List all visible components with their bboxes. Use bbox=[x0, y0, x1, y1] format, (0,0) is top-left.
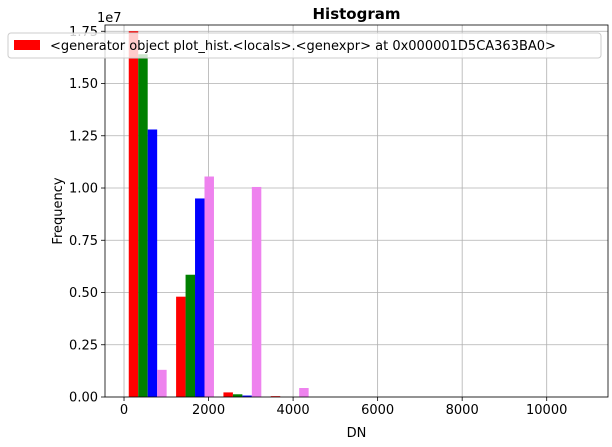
histogram-bar bbox=[185, 274, 196, 397]
histogram-bar bbox=[204, 176, 214, 397]
x-axis-label: DN bbox=[347, 426, 367, 441]
histogram-bar bbox=[176, 296, 186, 397]
histogram-bar bbox=[128, 31, 139, 398]
histogram-bar bbox=[147, 129, 158, 397]
legend-box bbox=[7, 32, 602, 59]
axis-ticks: 0 2000 4000 6000 8000 10000 0.00 0.25 0.50 0.75 1.… bbox=[69, 25, 567, 418]
histogram-bar bbox=[232, 394, 243, 397]
histogram-bar bbox=[195, 198, 205, 397]
x-tick-label: 0 bbox=[120, 403, 128, 418]
y-offset-text: 1e7 bbox=[97, 11, 122, 26]
grid-lines bbox=[105, 25, 608, 398]
histogram-bar bbox=[251, 186, 262, 397]
chart-title: Histogram bbox=[313, 5, 401, 23]
histogram-bar bbox=[157, 369, 167, 397]
histogram-bar bbox=[223, 392, 233, 397]
y-tick-label: 0.00 bbox=[69, 391, 98, 406]
y-tick-label: 0.75 bbox=[69, 234, 98, 249]
x-tick-label: 2000 bbox=[192, 403, 225, 418]
x-tick-label: 10000 bbox=[526, 403, 567, 418]
y-axis-label: Frequency bbox=[51, 177, 66, 244]
y-tick-label: 0.50 bbox=[69, 286, 98, 301]
histogram-bars bbox=[128, 31, 309, 398]
y-tick-label: 1.00 bbox=[69, 182, 98, 197]
legend-label: <generator object plot_hist.<locals>.<ge… bbox=[50, 39, 556, 54]
histogram-bar bbox=[242, 395, 252, 397]
y-tick-label: 0.25 bbox=[69, 338, 98, 353]
x-tick-label: 6000 bbox=[361, 403, 394, 418]
plot-frame bbox=[104, 24, 609, 398]
histogram-bar bbox=[138, 54, 148, 398]
histogram-bar bbox=[299, 388, 309, 397]
legend-swatch bbox=[14, 40, 40, 50]
y-tick-label: 1.50 bbox=[69, 77, 98, 92]
y-tick-label: 1.25 bbox=[69, 129, 98, 144]
legend: <generator object plot_hist.<locals>.<ge… bbox=[7, 32, 602, 59]
x-tick-label: 4000 bbox=[277, 403, 310, 418]
histogram-bar bbox=[270, 396, 281, 397]
x-tick-label: 8000 bbox=[446, 403, 479, 418]
